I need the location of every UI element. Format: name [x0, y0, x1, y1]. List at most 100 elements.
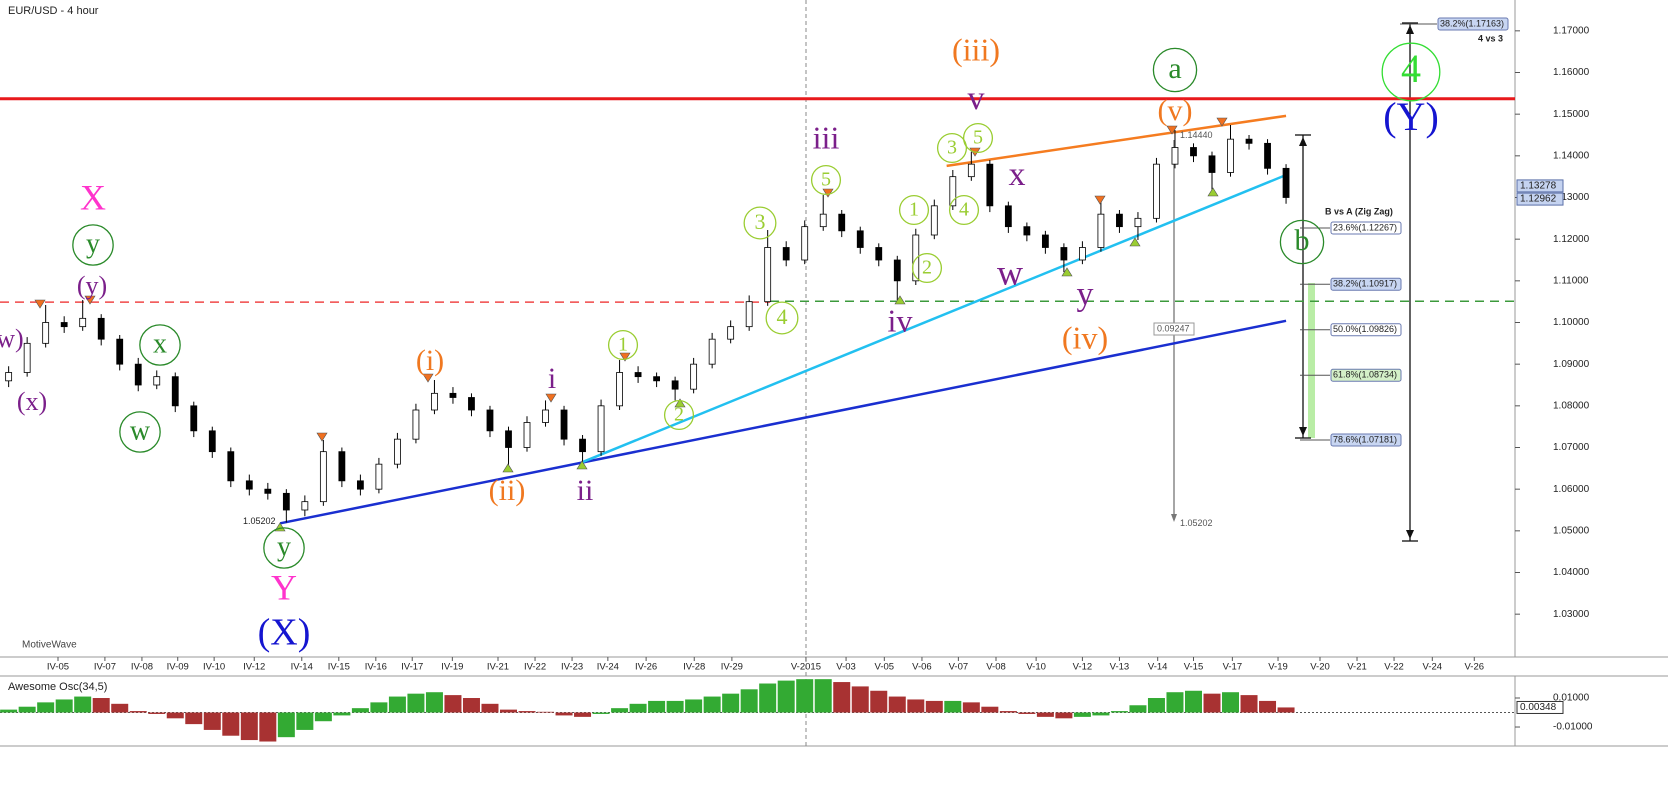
osc-bar — [1222, 692, 1240, 713]
candle-body — [42, 322, 50, 344]
x-tick-label: IV-12 — [243, 662, 265, 673]
wave-circle — [607, 329, 639, 361]
price-box — [1516, 192, 1564, 206]
osc-bar — [1110, 711, 1128, 713]
target-zone — [1308, 283, 1315, 438]
y-tick-label: 1.12000 — [1553, 234, 1590, 245]
fib-box — [1330, 277, 1402, 291]
wave-label: b — [1295, 224, 1310, 257]
x-tick-label: V-14 — [1148, 662, 1168, 673]
wave-label: 1 — [618, 334, 628, 356]
price-label: 1.12962 — [1520, 194, 1557, 205]
wave-circle — [1279, 219, 1325, 265]
candle-body — [764, 247, 772, 303]
osc-bar — [1277, 707, 1295, 713]
fib-box — [1330, 368, 1402, 382]
wave-circle — [936, 132, 968, 164]
osc-bar — [1259, 700, 1277, 713]
candle-body — [986, 163, 994, 207]
osc-bar — [1203, 693, 1221, 713]
candle-body — [912, 234, 920, 282]
candle-body — [468, 397, 475, 411]
price-label: 1.13278 — [1520, 181, 1557, 192]
osc-bar — [870, 690, 888, 713]
osc-bar — [888, 696, 906, 713]
candle-body — [727, 326, 735, 340]
fib-label: 23.6%(1.12267) — [1333, 222, 1397, 232]
x-tick-label: V-06 — [912, 662, 932, 673]
wave-label: 5 — [973, 127, 983, 149]
x-tick-label: IV-08 — [131, 662, 153, 673]
candle-body — [190, 405, 198, 432]
candle-body — [282, 492, 290, 511]
candle-body — [745, 301, 753, 328]
osc-bar — [962, 702, 980, 713]
wave-label: w — [130, 415, 151, 446]
wave-circle — [810, 164, 842, 196]
candle-body — [1097, 213, 1105, 248]
candle-body — [1116, 213, 1123, 228]
osc-bar — [629, 703, 647, 713]
pivot-marker — [502, 463, 514, 473]
candle-body — [819, 213, 827, 228]
osc-bar — [777, 680, 795, 713]
price-note: 1.05202 — [1180, 518, 1213, 528]
osc-bar — [185, 712, 203, 725]
x-tick-label: IV-14 — [291, 662, 313, 673]
osc-bar — [537, 711, 555, 713]
osc-bar — [703, 696, 721, 713]
x-tick-label: V-12 — [1073, 662, 1093, 673]
candle-body — [949, 176, 957, 207]
wave-label: y — [277, 531, 291, 562]
candle-body — [153, 376, 161, 386]
wave-circle — [743, 206, 777, 240]
osc-bar — [981, 706, 999, 713]
watermark: MotiveWave — [22, 640, 77, 651]
candle-body — [1245, 138, 1253, 144]
wave-label: ii — [577, 474, 594, 507]
x-tick-label: IV-10 — [203, 662, 225, 673]
candle-body — [1153, 163, 1160, 219]
fib-label: 38.2%(1.17163) — [1440, 18, 1504, 28]
y-tick-label: 1.11000 — [1553, 275, 1589, 286]
candle-body — [1264, 142, 1271, 169]
panel-title: Awesome Osc(34,5) — [8, 681, 107, 693]
candle-body — [801, 226, 809, 261]
osc-bar — [740, 689, 758, 713]
osc-bar — [574, 712, 592, 717]
candle-body — [1004, 205, 1012, 228]
wave-circle — [263, 527, 305, 569]
trendline — [582, 173, 1287, 464]
candle-body — [116, 338, 124, 365]
wave-circle — [139, 324, 181, 366]
osc-bar — [222, 712, 240, 736]
osc-bar — [166, 712, 184, 719]
y-tick-label: 1.17000 — [1553, 25, 1590, 36]
candle-body — [1060, 247, 1068, 261]
wave-label: iv — [888, 302, 913, 338]
wave-label: x — [153, 328, 167, 359]
wave-label: v — [968, 80, 985, 117]
wave-circle — [911, 252, 943, 284]
candle-body — [208, 430, 216, 453]
osc-bar — [296, 712, 314, 730]
wave-label: 3 — [755, 209, 766, 234]
x-tick-label: V-2015 — [791, 662, 821, 673]
value-box — [1516, 700, 1564, 714]
fib-title: B vs A (Zig Zag) — [1325, 206, 1393, 216]
osc-bar — [722, 693, 740, 713]
x-tick-label: IV-28 — [683, 662, 705, 673]
x-tick-label: V-15 — [1184, 662, 1204, 673]
osc-bar — [851, 686, 869, 713]
osc-bar — [351, 708, 369, 713]
y-tick-label: -0.01000 — [1553, 722, 1593, 733]
candle-body — [431, 392, 438, 411]
osc-bar — [1184, 690, 1202, 713]
candle-body — [542, 409, 549, 423]
y-tick-label: 1.03000 — [1553, 609, 1590, 620]
pivot-marker — [1216, 117, 1228, 127]
y-tick-label: 1.14000 — [1553, 150, 1590, 161]
wave-circle — [948, 194, 980, 226]
